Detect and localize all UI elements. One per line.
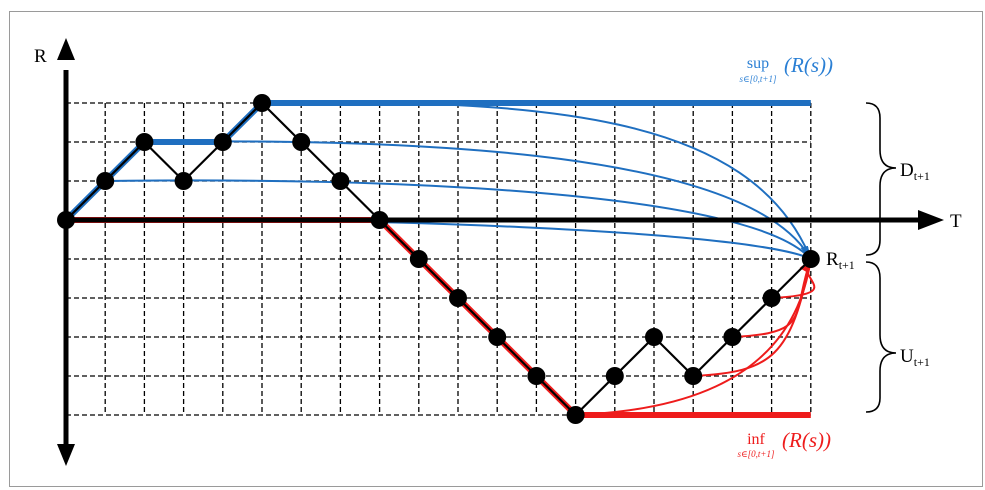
walk-point	[135, 133, 154, 151]
inf-label: inf s∈[0,t+1] (R(s))	[738, 428, 831, 459]
d-brace	[865, 102, 897, 256]
walk-point	[645, 328, 663, 346]
walk-point	[566, 406, 585, 424]
u-brace	[865, 261, 897, 413]
u-label-sub: t+1	[914, 355, 930, 369]
walk-point	[723, 328, 742, 346]
d-label-main: D	[900, 160, 914, 181]
u-label: Ut+1	[900, 346, 930, 369]
figure-frame	[9, 11, 983, 487]
walk-point	[96, 172, 115, 190]
walk-line	[65, 101, 812, 417]
sup-subscript: s∈[0,t+1]	[740, 74, 777, 84]
walk-point	[684, 367, 703, 385]
axes	[57, 38, 944, 466]
walk-point	[488, 328, 507, 346]
inf-curve	[732, 258, 812, 338]
walk-point	[57, 211, 75, 229]
inf-subscript: s∈[0,t+1]	[738, 449, 775, 459]
d-label: Dt+1	[900, 160, 930, 183]
walk-path	[65, 101, 812, 417]
walk-point	[292, 133, 311, 151]
walk-point	[801, 250, 820, 268]
walk-point	[409, 250, 428, 268]
r-point-label-sub: t+1	[839, 258, 855, 272]
walk-point	[449, 289, 467, 307]
r-axis-label: R	[34, 46, 47, 67]
walk-point	[605, 367, 624, 385]
walk-point	[174, 172, 193, 190]
walk-point	[213, 133, 232, 151]
t-axis-label: T	[950, 211, 962, 232]
running-inf-line	[66, 217, 811, 418]
r-axis-arrow-down	[57, 444, 75, 466]
walk-point	[762, 289, 781, 307]
inf-argument: (R(s))	[782, 428, 831, 452]
r-axis-arrow-up	[57, 38, 75, 60]
walk-point	[370, 211, 389, 229]
sup-word: sup	[747, 55, 769, 72]
u-label-main: U	[900, 346, 914, 367]
r-point-label-main: R	[826, 249, 839, 270]
sup-label: sup s∈[0,t+1] (R(s))	[740, 53, 833, 84]
walk-point	[527, 367, 546, 385]
walk-point	[331, 172, 350, 190]
running-sup-line	[63, 100, 811, 223]
inf-word: inf	[747, 431, 765, 448]
d-label-sub: t+1	[914, 169, 930, 183]
sup-curve	[65, 218, 812, 260]
inf-curve	[693, 258, 812, 377]
walk-points	[57, 94, 820, 424]
walk-point	[253, 94, 271, 112]
sup-curve	[105, 179, 812, 260]
t-axis-arrow	[918, 210, 944, 230]
sup-argument: (R(s))	[784, 53, 833, 77]
r-point-label: Rt+1	[826, 249, 855, 272]
